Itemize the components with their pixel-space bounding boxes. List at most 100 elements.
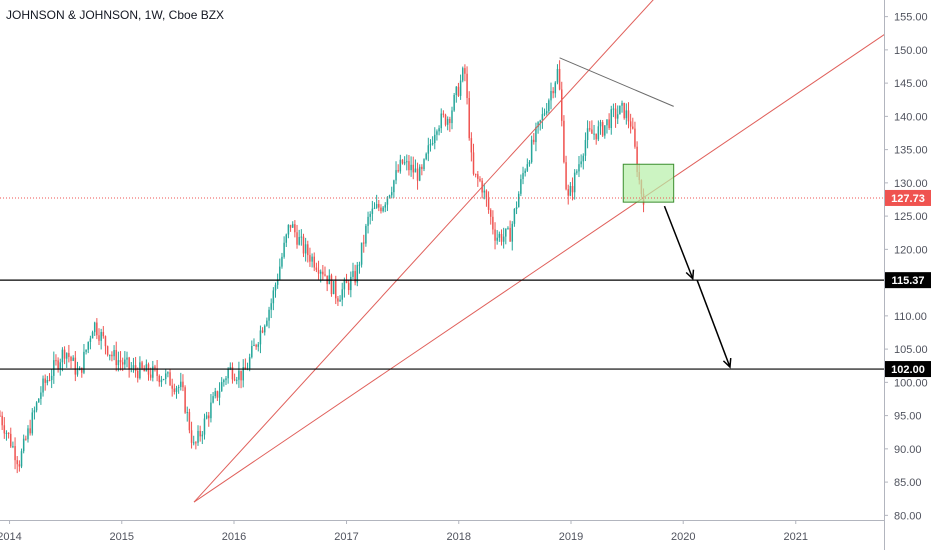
candle-body [322,271,324,275]
candle-body [294,224,296,233]
candle-body [455,86,458,96]
candle-body [606,119,608,126]
candle-body [636,146,638,173]
candle-body [154,366,156,369]
candle-body [446,118,449,125]
candle-body [429,144,432,146]
candle-body [225,378,227,381]
candle-body [156,368,158,376]
candle-body [324,274,326,276]
candle-body [479,178,481,181]
candle-body [517,193,520,208]
candle-body [218,391,221,398]
candle-body [289,224,292,228]
candle-body [356,265,359,283]
candle-body [543,113,546,115]
y-tick-label: 130.00 [894,178,928,190]
candle-body [472,152,475,174]
candle-body [339,299,341,302]
candle-body [65,353,68,359]
candle-body [160,379,163,383]
candle-body [595,133,597,140]
candle-body [311,256,313,262]
candle-body [3,425,6,434]
candle-body [332,281,335,295]
candle-body [599,122,602,127]
candle-body [304,244,307,254]
candle-body [565,162,567,190]
candle-body [46,380,49,383]
candle-body [526,164,529,171]
candle-body [33,410,36,413]
y-tick-label: 145.00 [894,78,928,90]
candle-body [457,86,460,96]
candle-body [399,159,402,172]
candle-body [313,256,315,268]
candle-body [53,360,55,376]
candle-body [259,330,262,345]
down-arrow-2 [696,279,731,368]
candle-body [494,229,496,241]
x-tick-label: 2017 [334,531,358,543]
candle-body [449,118,451,124]
trendline-top-resistance [559,57,674,107]
candle-body [109,354,111,356]
candle-body [287,224,290,235]
candle-body [55,360,57,362]
candle-body [268,309,270,321]
candle-body [573,172,576,193]
candle-body [453,95,455,111]
candle-body [608,119,610,128]
candle-body [632,126,634,129]
candle-body [388,195,391,198]
candle-body [489,209,492,217]
candle-body [261,330,264,333]
candle-body [522,173,524,180]
candle-body [74,357,77,375]
candle-body [35,402,38,411]
candle-body [307,244,309,256]
candle-body [177,386,180,388]
candle-body [113,350,115,357]
candle-body [588,128,591,130]
candle-body [533,139,535,143]
candle-body [451,110,453,124]
candle-body [44,378,46,383]
candle-body [535,127,537,143]
candle-body [182,381,184,388]
down-arrow-head-1 [685,269,695,281]
candle-body [520,179,522,194]
candle-body [124,359,126,365]
candle-body [93,322,96,333]
candle-body [205,415,208,419]
candle-body [68,353,70,357]
candle-body [317,269,320,274]
candle-body [257,344,260,347]
candle-body [621,102,623,106]
candle-body [397,170,399,172]
target-zone-box [622,163,675,203]
candle-body [418,166,421,181]
candle-body [70,356,72,361]
x-tick-label: 2018 [447,531,471,543]
candle-body [59,362,62,370]
candle-body [367,216,369,226]
candle-body [270,303,272,310]
candle-body [48,380,51,382]
y-tick-label: 140.00 [894,111,928,123]
candle-body [302,236,305,254]
candle-body [604,125,606,136]
candle-body [498,233,501,238]
candle-body [597,126,600,140]
candle-body [300,236,303,238]
candle-body [593,133,595,135]
candle-body [227,369,229,379]
plot-area [0,0,884,503]
candle-body [98,335,100,341]
candle-body [169,372,171,386]
candle-body [436,131,438,135]
candle-body [485,190,488,199]
candle-body [539,120,541,123]
candle-body [343,280,346,290]
